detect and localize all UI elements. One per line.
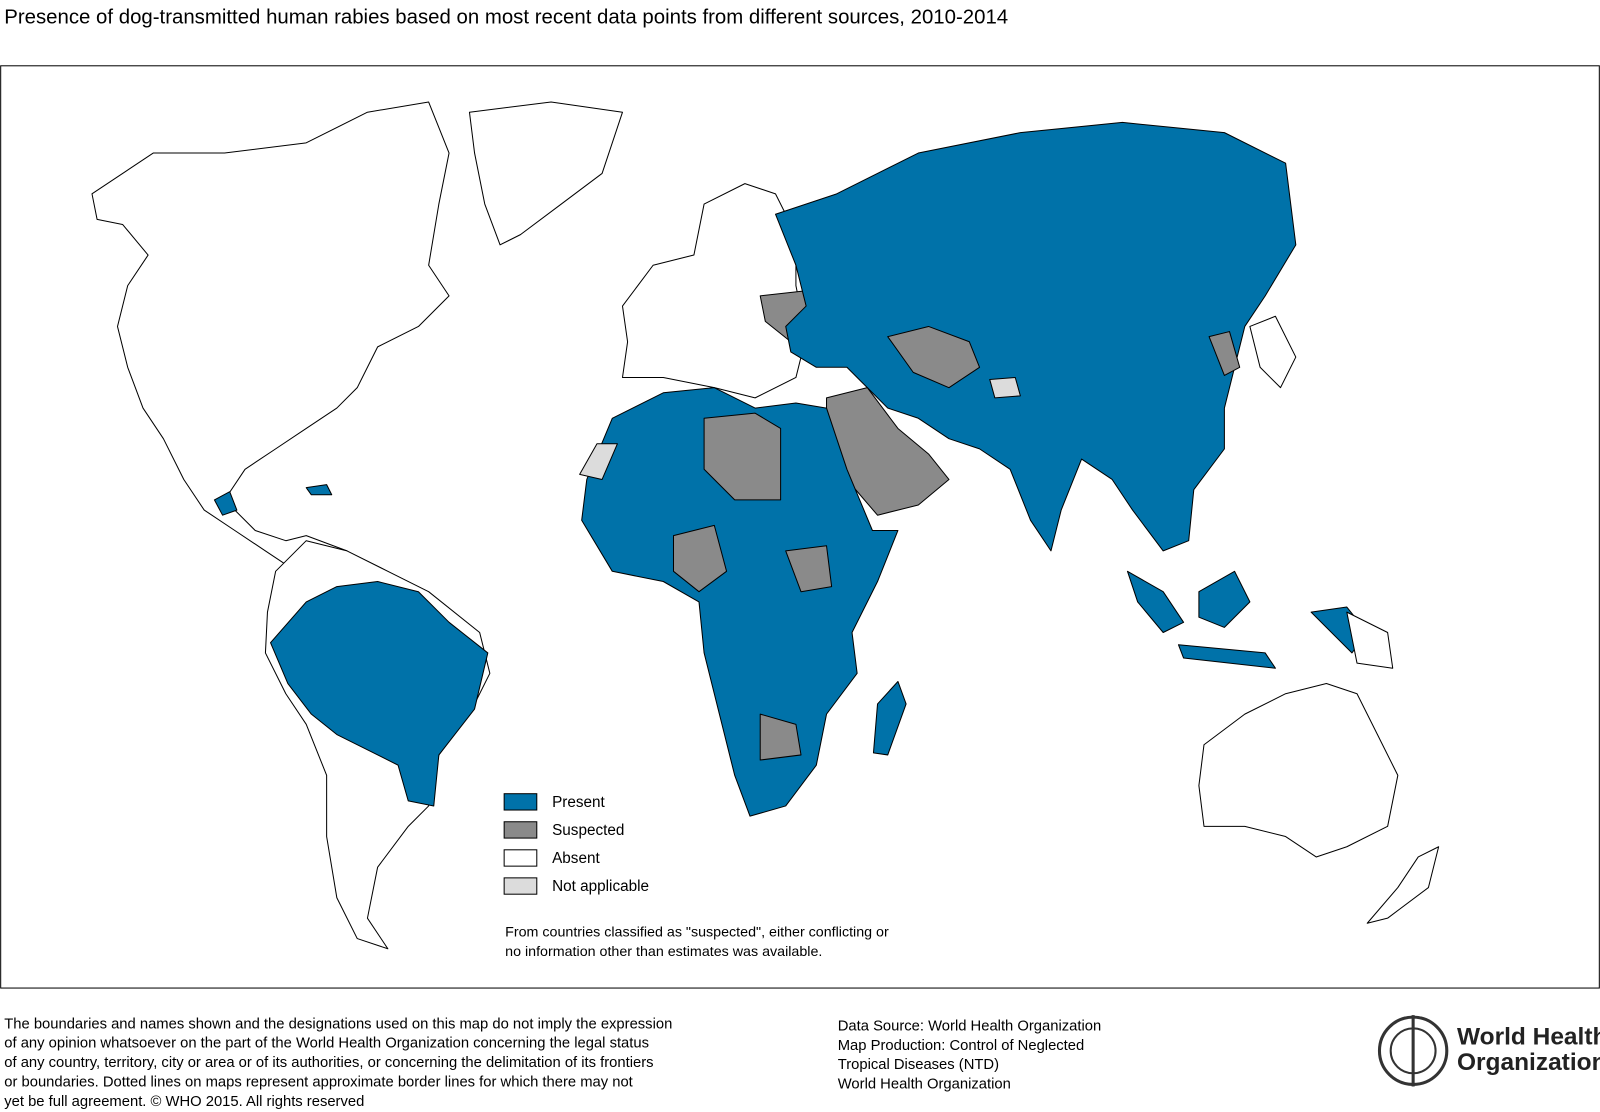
disclaimer-line: of any country, territory, city or area …: [4, 1055, 653, 1071]
legend-swatch: [503, 793, 538, 811]
legend: Present Suspected Absent Not applicable: [503, 793, 649, 895]
source-line: World Health Organization: [838, 1077, 1011, 1093]
legend-swatch: [503, 821, 538, 839]
map-title: Presence of dog-transmitted human rabies…: [4, 6, 1008, 28]
disclaimer-line: yet be full agreement. © WHO 2015. All r…: [4, 1094, 364, 1110]
legend-swatch: [503, 877, 538, 895]
source-line: Map Production: Control of Neglected: [838, 1038, 1084, 1054]
disclaimer-line: of any opinion whatsoever on the part of…: [4, 1036, 649, 1052]
world-map: [91, 101, 1440, 950]
logo-text: World Health: [1457, 1024, 1600, 1051]
source-line: Tropical Diseases (NTD): [838, 1057, 999, 1073]
legend-label: Absent: [552, 850, 600, 867]
data-source: Data Source: World Health Organization Ma…: [838, 1018, 1101, 1092]
source-line: Data Source: World Health Organization: [838, 1018, 1101, 1034]
who-logo: World Health Organization: [1377, 1015, 1600, 1087]
legend-label: Present: [552, 794, 605, 811]
legend-label: Suspected: [552, 822, 624, 839]
logo-text: Organization: [1457, 1049, 1600, 1076]
map-note: no information other than estimates was …: [505, 944, 822, 960]
disclaimer-line: or boundaries. Dotted lines on maps repr…: [4, 1074, 633, 1090]
disclaimer: The boundaries and names shown and the d…: [4, 1016, 672, 1110]
map-note: From countries classified as "suspected"…: [505, 925, 889, 941]
disclaimer-line: The boundaries and names shown and the d…: [4, 1016, 672, 1032]
legend-swatch: [503, 849, 538, 867]
legend-label: Not applicable: [552, 878, 649, 895]
